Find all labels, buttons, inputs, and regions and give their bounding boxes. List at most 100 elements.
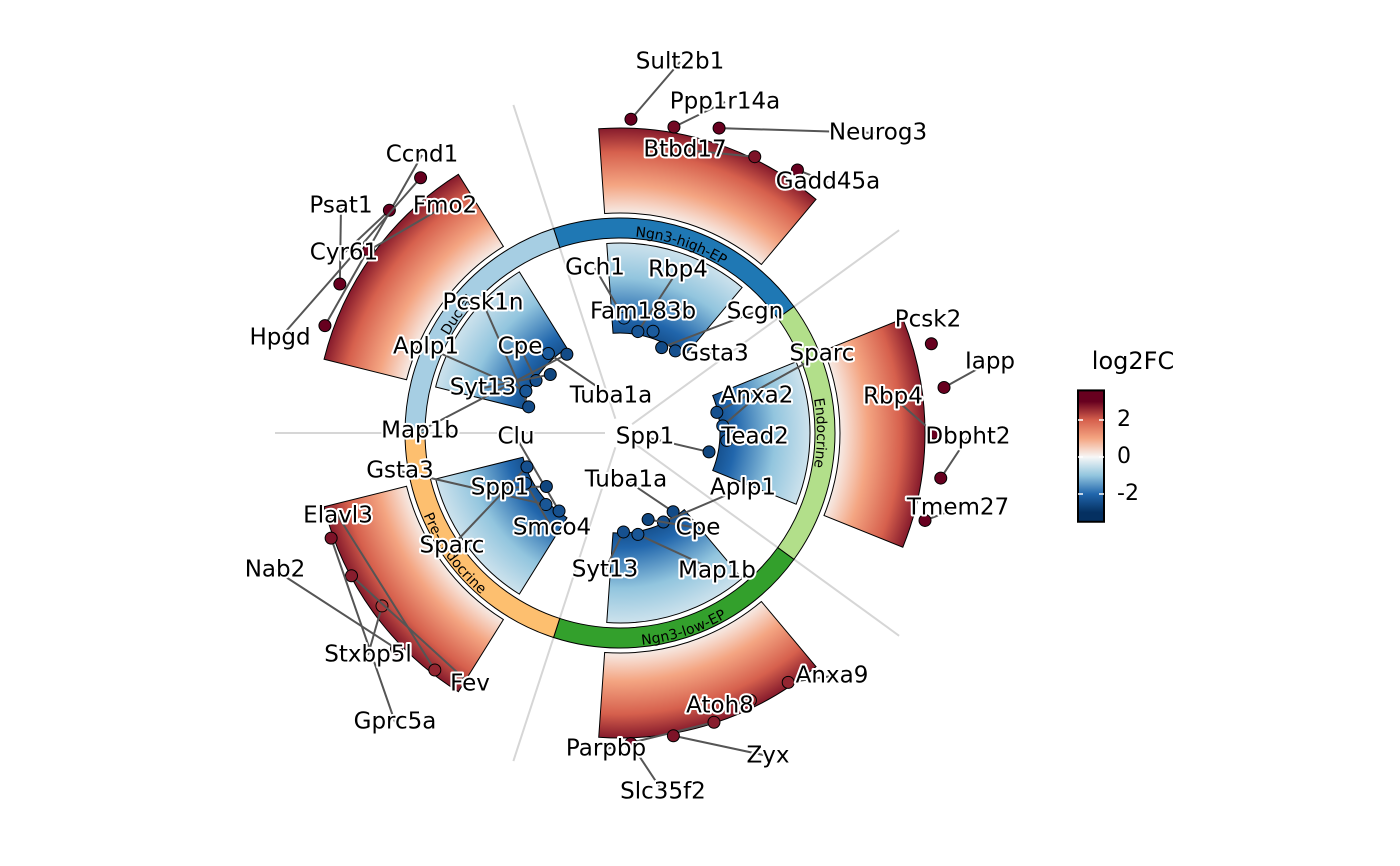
gene-label: Aplp1 [710, 475, 776, 501]
gene-label: Cpe [498, 334, 543, 360]
gene-point [924, 337, 938, 351]
leader-line [399, 470, 547, 506]
gene-label: Nab2 [245, 557, 306, 583]
gene-label: Parpbp [566, 736, 646, 762]
gene-point [541, 346, 555, 360]
colorbar [1077, 389, 1105, 523]
leader-line [716, 353, 823, 414]
gene-label: Spp1 [471, 475, 529, 501]
leader-line [605, 721, 715, 750]
leader-line [324, 154, 423, 327]
gene-point [519, 384, 533, 398]
gene-point [934, 471, 948, 485]
gene-label: Sult2b1 [636, 49, 724, 75]
leader-line [719, 127, 879, 134]
leader-line [547, 352, 612, 397]
leader-line [637, 269, 679, 333]
gene-label: Gprc5a [354, 709, 437, 735]
gene-point [428, 663, 442, 677]
gene-point [324, 531, 338, 545]
leader-line [337, 515, 436, 671]
leader-line [939, 436, 969, 479]
gene-point [624, 112, 638, 126]
gene-label: Btbd17 [643, 137, 726, 163]
gene-label: Fam183b [590, 299, 696, 325]
leader-line [722, 395, 758, 427]
gene-label: Anxa9 [796, 663, 869, 689]
gene-point [520, 460, 534, 474]
gene-label: Sparc [420, 533, 485, 559]
gene-label: Gsta3 [681, 341, 749, 367]
gene-label: Tuba1a [569, 383, 653, 409]
up-wedge [323, 173, 505, 381]
leader-line [524, 482, 553, 529]
leader-line [515, 436, 560, 512]
leader-line [604, 531, 625, 571]
leader-line [451, 466, 528, 547]
up-wedge [598, 600, 817, 739]
gene-label: Gch1 [565, 255, 625, 281]
gene-label: Clu [497, 424, 534, 450]
gene-point [624, 737, 638, 751]
gene-label: Ccnd1 [386, 142, 459, 168]
gene-label: Gadd45a [776, 169, 880, 195]
gene-point [616, 525, 630, 539]
gene-label: Gsta3 [366, 458, 434, 484]
gene-label: Zyx [747, 743, 790, 769]
leader-line [279, 177, 422, 339]
gene-point [539, 479, 553, 493]
gene-point [519, 476, 533, 490]
gene-point [655, 341, 669, 355]
gene-point [318, 319, 332, 333]
leader-line [892, 396, 935, 434]
separator [512, 104, 617, 420]
gene-point [522, 400, 536, 414]
gene-label: Syt13 [572, 557, 639, 583]
leader-line [663, 487, 744, 523]
leader-line [788, 675, 833, 684]
leader-line [661, 311, 756, 349]
gene-label: Dbpht2 [925, 424, 1010, 450]
gene-point [668, 344, 682, 358]
leader-line [673, 101, 726, 128]
gene-label: Elavl3 [303, 503, 373, 529]
gene-label: Iapp [965, 349, 1015, 375]
gene-point [720, 433, 734, 447]
gene-point [641, 513, 655, 527]
leader-line [675, 349, 716, 355]
ring-segment [404, 227, 561, 434]
gene-label: Tuba1a [584, 467, 668, 493]
gene-label: Map1b [678, 558, 756, 584]
leader-line [625, 479, 674, 513]
gene-label: Stxbp5l [324, 642, 411, 668]
plot-area: Ngn3-high-EPEndocrineNgn3-low-EPPre-endo… [274, 61, 991, 793]
gene-point [707, 715, 721, 729]
leader-line [684, 149, 755, 158]
gene-point [382, 203, 396, 217]
leader-line [647, 518, 699, 529]
gene-point [918, 513, 932, 527]
gene-point [552, 504, 566, 518]
gene-point [790, 163, 804, 177]
gene-point [666, 729, 680, 743]
separator [631, 229, 900, 425]
gene-point [375, 599, 389, 613]
gene-point [748, 150, 762, 164]
gene-point [631, 325, 645, 339]
gene-point [333, 277, 347, 291]
gene-label: Psat1 [309, 193, 372, 219]
gene-point [712, 121, 726, 135]
gene-point [344, 569, 358, 583]
gene-point [646, 324, 660, 338]
leader-line [330, 537, 396, 723]
colorbar-tick-label: -2 [1117, 481, 1139, 506]
gene-point [927, 426, 941, 440]
gene-label: Fmo2 [413, 193, 477, 219]
gene-label: Fev [450, 671, 490, 697]
gene-label: Rbp4 [648, 257, 708, 283]
gene-label: Atoh8 [686, 693, 754, 719]
gene-point [362, 243, 376, 257]
gene-label: Neurog3 [829, 120, 927, 146]
gene-label: Cpe [676, 515, 721, 541]
gene-label: Ppp1r14a [670, 89, 781, 115]
